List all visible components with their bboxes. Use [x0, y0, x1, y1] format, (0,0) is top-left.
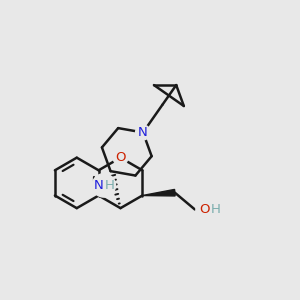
Text: H: H	[105, 179, 115, 192]
Circle shape	[196, 196, 224, 223]
Circle shape	[136, 125, 150, 140]
Text: O: O	[199, 203, 210, 216]
Polygon shape	[142, 189, 175, 196]
Circle shape	[92, 174, 116, 197]
Text: H: H	[211, 203, 221, 216]
Text: N: N	[138, 126, 148, 139]
Circle shape	[113, 150, 128, 165]
Text: O: O	[115, 151, 126, 164]
Text: N: N	[94, 179, 104, 192]
